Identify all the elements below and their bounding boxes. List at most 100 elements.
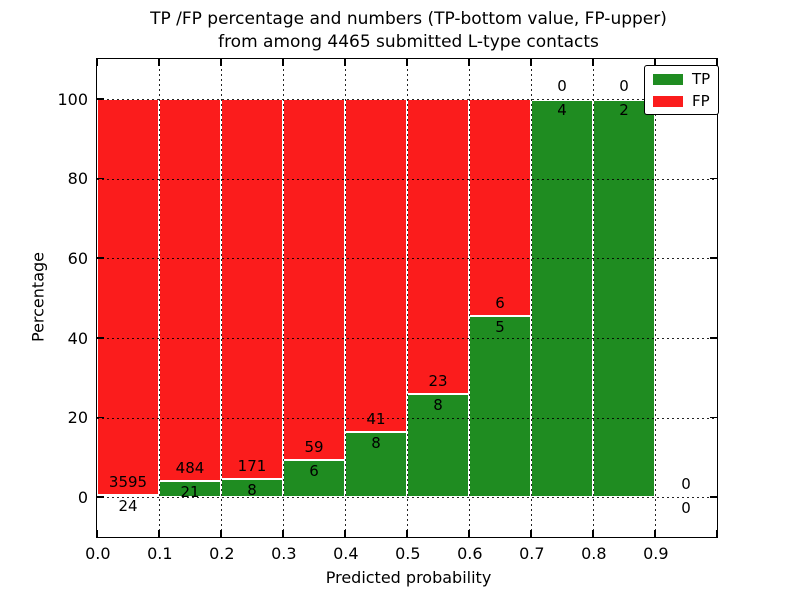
gridline-x xyxy=(221,59,222,537)
bar-label-tp: 8 xyxy=(433,396,443,415)
x-tick-top xyxy=(282,59,284,66)
bar-segment-fp xyxy=(221,98,283,480)
x-tick-bottom xyxy=(282,530,284,537)
x-tick-bottom xyxy=(716,530,718,537)
y-tick-left xyxy=(97,98,104,100)
legend-label-fp: FP xyxy=(692,92,710,110)
bar-label-fp: 0 xyxy=(681,475,691,494)
fp-color-swatch xyxy=(653,95,683,107)
x-tick-label: 0.1 xyxy=(147,544,173,563)
x-tick-label: 0.2 xyxy=(209,544,235,563)
x-tick-top xyxy=(592,59,594,66)
bar-segment-tp xyxy=(97,494,159,498)
bar-segment-fp xyxy=(345,98,407,433)
bar-segment-tp xyxy=(593,98,655,498)
x-tick-top xyxy=(96,59,98,66)
x-tick-bottom xyxy=(158,530,160,537)
y-tick-right xyxy=(710,257,717,259)
x-tick-bottom xyxy=(468,530,470,537)
gridline-x xyxy=(469,59,470,537)
x-tick-top xyxy=(220,59,222,66)
bar-label-tp: 21 xyxy=(180,482,200,501)
bar-segment-tp xyxy=(469,316,531,498)
x-tick-label: 0.3 xyxy=(271,544,297,563)
legend-entry-fp: FP xyxy=(653,93,710,109)
legend-entry-tp: TP xyxy=(653,71,710,87)
y-tick-right xyxy=(710,416,717,419)
tp-color-swatch xyxy=(653,73,683,85)
y-tick-left xyxy=(97,416,104,419)
y-tick-left xyxy=(97,337,104,339)
x-tick-bottom xyxy=(654,530,656,537)
x-tick-label: 0.9 xyxy=(643,544,669,563)
x-tick-label: 0.4 xyxy=(333,544,359,563)
x-tick-bottom xyxy=(344,530,346,537)
gridline-x xyxy=(345,59,346,537)
bar-segment-tp xyxy=(531,98,593,498)
x-tick-label: 0.5 xyxy=(395,544,421,563)
bar-label-fp: 0 xyxy=(619,76,629,95)
gridline-x xyxy=(655,59,656,537)
bar-label-tp: 8 xyxy=(371,434,381,453)
x-tick-label: 0.0 xyxy=(85,544,111,563)
bar-label-tp: 2 xyxy=(619,100,629,119)
bar-label-tp: 4 xyxy=(557,100,567,119)
x-axis-label: Predicted probability xyxy=(325,568,492,587)
x-tick-top xyxy=(158,59,160,66)
y-tick-label: 0 xyxy=(77,487,88,507)
chart-title-line2: from among 4465 submitted L-type contact… xyxy=(218,32,599,52)
x-tick-bottom xyxy=(96,530,98,537)
bar-segment-fp xyxy=(159,98,221,481)
bar-label-tp: 24 xyxy=(118,496,138,515)
y-tick-right xyxy=(710,177,717,180)
chart-title: TP /FP percentage and numbers (TP-bottom… xyxy=(97,8,720,54)
x-tick-label: 0.8 xyxy=(581,544,607,563)
bar-segment-tp xyxy=(283,460,345,498)
y-tick-left xyxy=(97,177,104,180)
x-tick-bottom xyxy=(406,530,408,537)
bar-segment-fp xyxy=(469,98,531,317)
gridline-x xyxy=(283,59,284,537)
gridline-x xyxy=(531,59,532,537)
bar-label-fp: 6 xyxy=(495,294,505,313)
bar-label-tp: 6 xyxy=(309,462,319,481)
bar-segment-fp xyxy=(283,98,345,461)
y-tick-label: 80 xyxy=(67,169,88,189)
y-tick-left xyxy=(97,496,104,498)
x-tick-label: 0.7 xyxy=(519,544,545,563)
x-tick-bottom xyxy=(592,530,594,537)
gridline-x xyxy=(407,59,408,537)
y-tick-label: 20 xyxy=(67,408,88,428)
bar-segment-tp xyxy=(345,432,407,498)
y-tick-label: 100 xyxy=(57,89,88,109)
y-tick-right xyxy=(710,337,717,339)
x-tick-top xyxy=(654,59,656,66)
bar-label-fp: 484 xyxy=(175,458,205,477)
gridline-x xyxy=(159,59,160,537)
bar-label-fp: 41 xyxy=(366,410,386,429)
bar-label-fp: 59 xyxy=(304,438,324,457)
x-tick-bottom xyxy=(530,530,532,537)
bar-label-tp: 8 xyxy=(247,481,257,500)
y-tick-left xyxy=(97,257,104,259)
y-tick-label: 40 xyxy=(67,328,88,348)
bar-segment-fp xyxy=(407,98,469,395)
x-tick-top xyxy=(406,59,408,66)
x-tick-label: 0.6 xyxy=(457,544,483,563)
chart-title-line1: TP /FP percentage and numbers (TP-bottom… xyxy=(150,9,667,29)
x-tick-bottom xyxy=(220,530,222,537)
legend: TP FP xyxy=(644,65,720,115)
x-tick-top xyxy=(468,59,470,66)
bar-label-fp: 171 xyxy=(237,457,267,476)
bar-segment-fp xyxy=(97,98,159,495)
x-tick-top xyxy=(530,59,532,66)
y-tick-right xyxy=(710,496,717,498)
gridline-x xyxy=(593,59,594,537)
x-tick-top xyxy=(716,59,718,66)
bar-label-tp: 0 xyxy=(681,499,691,518)
y-tick-label: 60 xyxy=(67,248,88,268)
bar-label-fp: 0 xyxy=(557,76,567,95)
x-tick-top xyxy=(344,59,346,66)
bar-label-tp: 5 xyxy=(495,318,505,337)
